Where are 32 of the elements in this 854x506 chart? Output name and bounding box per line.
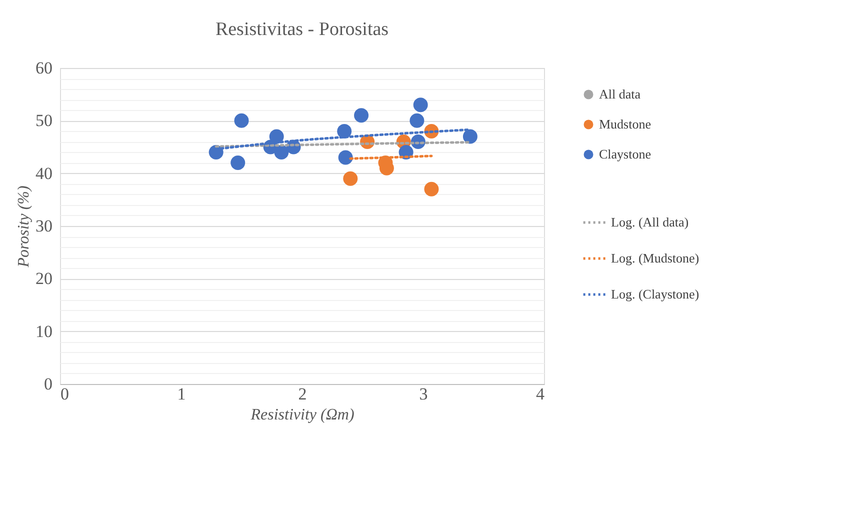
y-tick-label: 20 [36,269,52,288]
point [462,129,478,144]
legend-label: Log. (All data) [611,214,689,230]
legend-label: Log. (Mudstone) [611,250,700,266]
point [343,171,358,186]
point [234,113,249,128]
point [354,108,369,123]
x-tick-label: 1 [177,384,186,404]
legend-label: All data [599,86,641,102]
y-tick-label: 50 [36,111,52,130]
point [413,98,428,112]
legend-label: Log. (Claystone) [611,286,700,302]
legend-label: Mudstone [599,116,652,132]
y-tick-label: 30 [36,216,52,236]
x-tick-label: 2 [298,384,307,404]
point [410,113,424,128]
y-tick-label: 10 [36,322,52,341]
legend-label: Claystone [599,146,652,162]
point [424,182,439,196]
x-axis-title: Resistivity (Ωm) [250,406,354,424]
x-tick-label: 0 [60,384,69,404]
x-tick-label: 3 [419,384,428,404]
chart-title: Resistivitas - Porositas [215,19,389,40]
x-tick-label: 4 [536,384,545,404]
point [338,150,353,165]
point [230,156,246,170]
y-tick-label: 60 [36,58,52,78]
point [269,129,284,144]
point [274,145,289,160]
y-tick-label: 40 [36,164,52,183]
y-axis-title: Porosity (%) [16,186,32,268]
point [337,124,352,138]
